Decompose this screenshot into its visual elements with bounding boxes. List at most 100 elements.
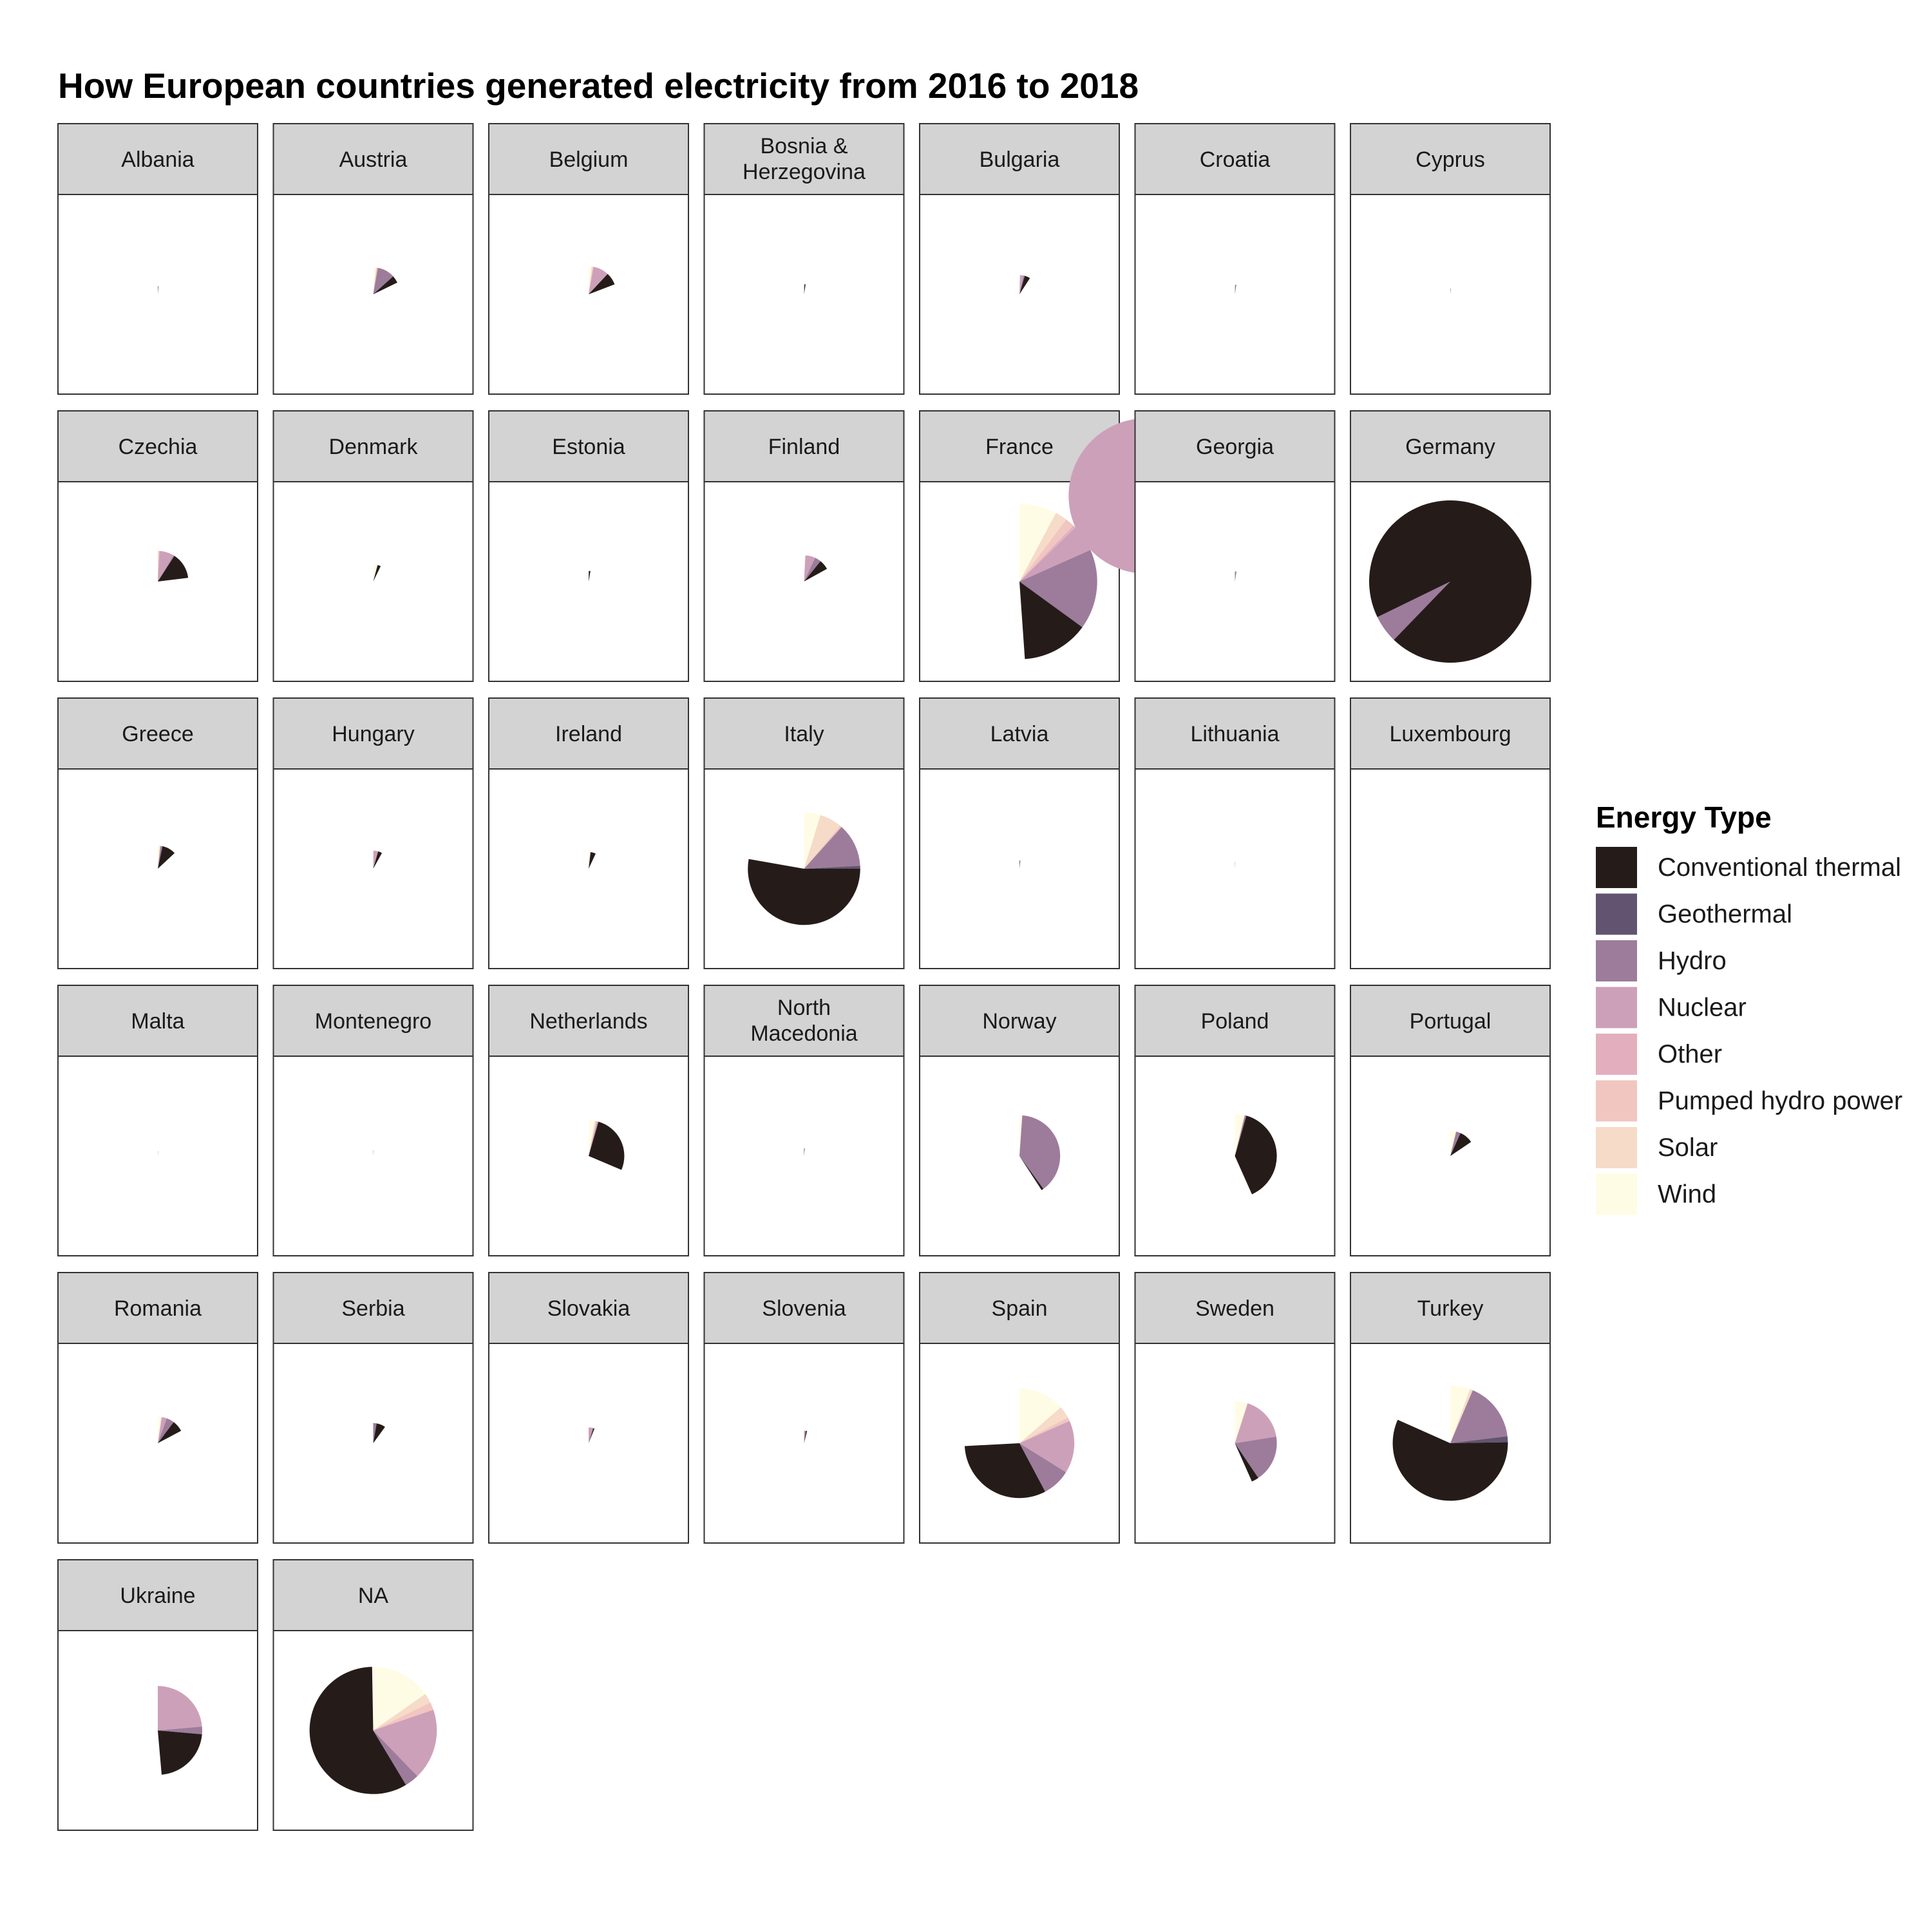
facet-strip [919,697,1120,770]
facet-strip [272,410,474,482]
slice-solar [158,551,159,582]
slice-hydro [373,1423,377,1443]
slice-conventional-thermal [804,284,806,294]
facet-strip [919,123,1120,195]
slice-conventional-thermal [1235,862,1236,869]
slice-solar [1235,1403,1248,1443]
slice-conventional-thermal [804,1430,808,1443]
facet-strip [1134,410,1336,482]
legend-item-geothermal: Geothermal [1596,893,1792,935]
slice-nuclear [804,1430,806,1443]
pie [804,1148,805,1156]
facet-strip [488,410,689,482]
pie [804,555,828,582]
facet-strip [57,985,258,1057]
slice-hydro [373,1730,418,1785]
facet-austria: Austria [272,123,474,395]
slice-pumped-hydro-power [1450,1131,1457,1156]
facet-strip [703,123,905,195]
facet-label: Estonia [552,435,625,459]
facet-strip [272,985,474,1057]
legend-swatch [1596,1034,1637,1075]
slice-conventional-thermal [373,276,397,294]
legend-item-hydro: Hydro [1596,940,1727,981]
slice-pumped-hydro-power [1019,519,1074,582]
slice-nuclear [589,267,608,294]
facet-malta: Malta [57,985,258,1256]
slice-wind [589,266,592,294]
facet-cyprus: Cyprus [1350,123,1551,395]
slice-wind [804,812,821,869]
slice-conventional-thermal [158,1422,182,1443]
slice-hydro [804,558,821,582]
slice-hydro [1377,582,1450,642]
facet-label: Bulgaria [980,147,1060,172]
facet-hungary: Hungary [272,697,474,969]
facet-strip [57,1559,258,1631]
slice-conventional-thermal [804,1148,805,1156]
facet-label: Italy [784,722,824,746]
facet-strip [272,1559,474,1631]
slice-wind [1235,1401,1247,1443]
slice-solar [589,1121,597,1156]
facet-label: Cyprus [1416,147,1485,172]
facet-luxembourg: Luxembourg [1350,697,1551,969]
facet-strip [919,1272,1120,1344]
slice-pumped-hydro-power [1019,1417,1070,1443]
facet-romania: Romania [57,1272,258,1544]
slice-conventional-thermal [1392,1419,1508,1501]
slice-pumped-hydro-power [804,826,842,869]
slice-hydro [373,267,393,294]
slice-solar [373,565,378,582]
facet-label: Austria [339,147,408,172]
slice-conventional-thermal [1019,582,1083,659]
legend-item-other: Other [1596,1034,1722,1075]
slice-other [1019,526,1075,582]
facet-strip [1350,985,1551,1057]
facet-label: Romania [114,1296,202,1321]
facet-strip [1134,123,1336,195]
facet-label: Spain [992,1296,1048,1321]
slice-solar [1450,1388,1473,1443]
slice-solar [1019,513,1066,582]
facet-finland: Finland [703,410,905,682]
facet-strip [1350,1272,1551,1344]
slice-nuclear [1019,1421,1075,1473]
facet-strip [272,123,474,195]
facet-label: Montenegro [315,1009,431,1034]
slice-conventional-thermal [589,571,591,582]
facet-strip [57,1272,258,1344]
slice-conventional-thermal [1235,285,1236,294]
pie [1369,500,1532,663]
pie [1019,275,1030,294]
slice-wind [1450,1385,1470,1443]
slice-geothermal [804,866,860,869]
slice-nuclear [1235,1403,1276,1443]
slice-conventional-thermal [158,1730,202,1775]
slice-nuclear [589,1427,592,1443]
facet-ukraine: Ukraine [57,1559,258,1831]
pie [158,551,189,582]
facet-label: Bosnia & [760,134,848,158]
facet-label: Albania [121,147,194,172]
facet-spain: Spain [919,1272,1120,1544]
chart-title: How European countries generated electri… [58,66,1139,106]
legend-item-nuclear: Nuclear [1596,987,1747,1028]
facet-slovenia: Slovenia [703,1272,905,1544]
slice-nuclear [804,555,815,582]
slice-solar [589,266,593,294]
facet-label: Latvia [990,722,1049,746]
slice-solar [1019,1407,1068,1443]
pie [589,1427,595,1443]
slice-hydro [589,852,591,869]
slice-conventional-thermal [1369,500,1532,663]
facet-label: Macedonia [750,1021,857,1046]
pie [373,267,397,294]
facet-strip [1350,410,1551,482]
legend-item-wind: Wind [1596,1173,1716,1215]
slice-solar [1019,275,1021,294]
slice-hydro [1019,1115,1061,1189]
facet-strip [1350,697,1551,770]
slice-conventional-thermal [1235,571,1236,582]
